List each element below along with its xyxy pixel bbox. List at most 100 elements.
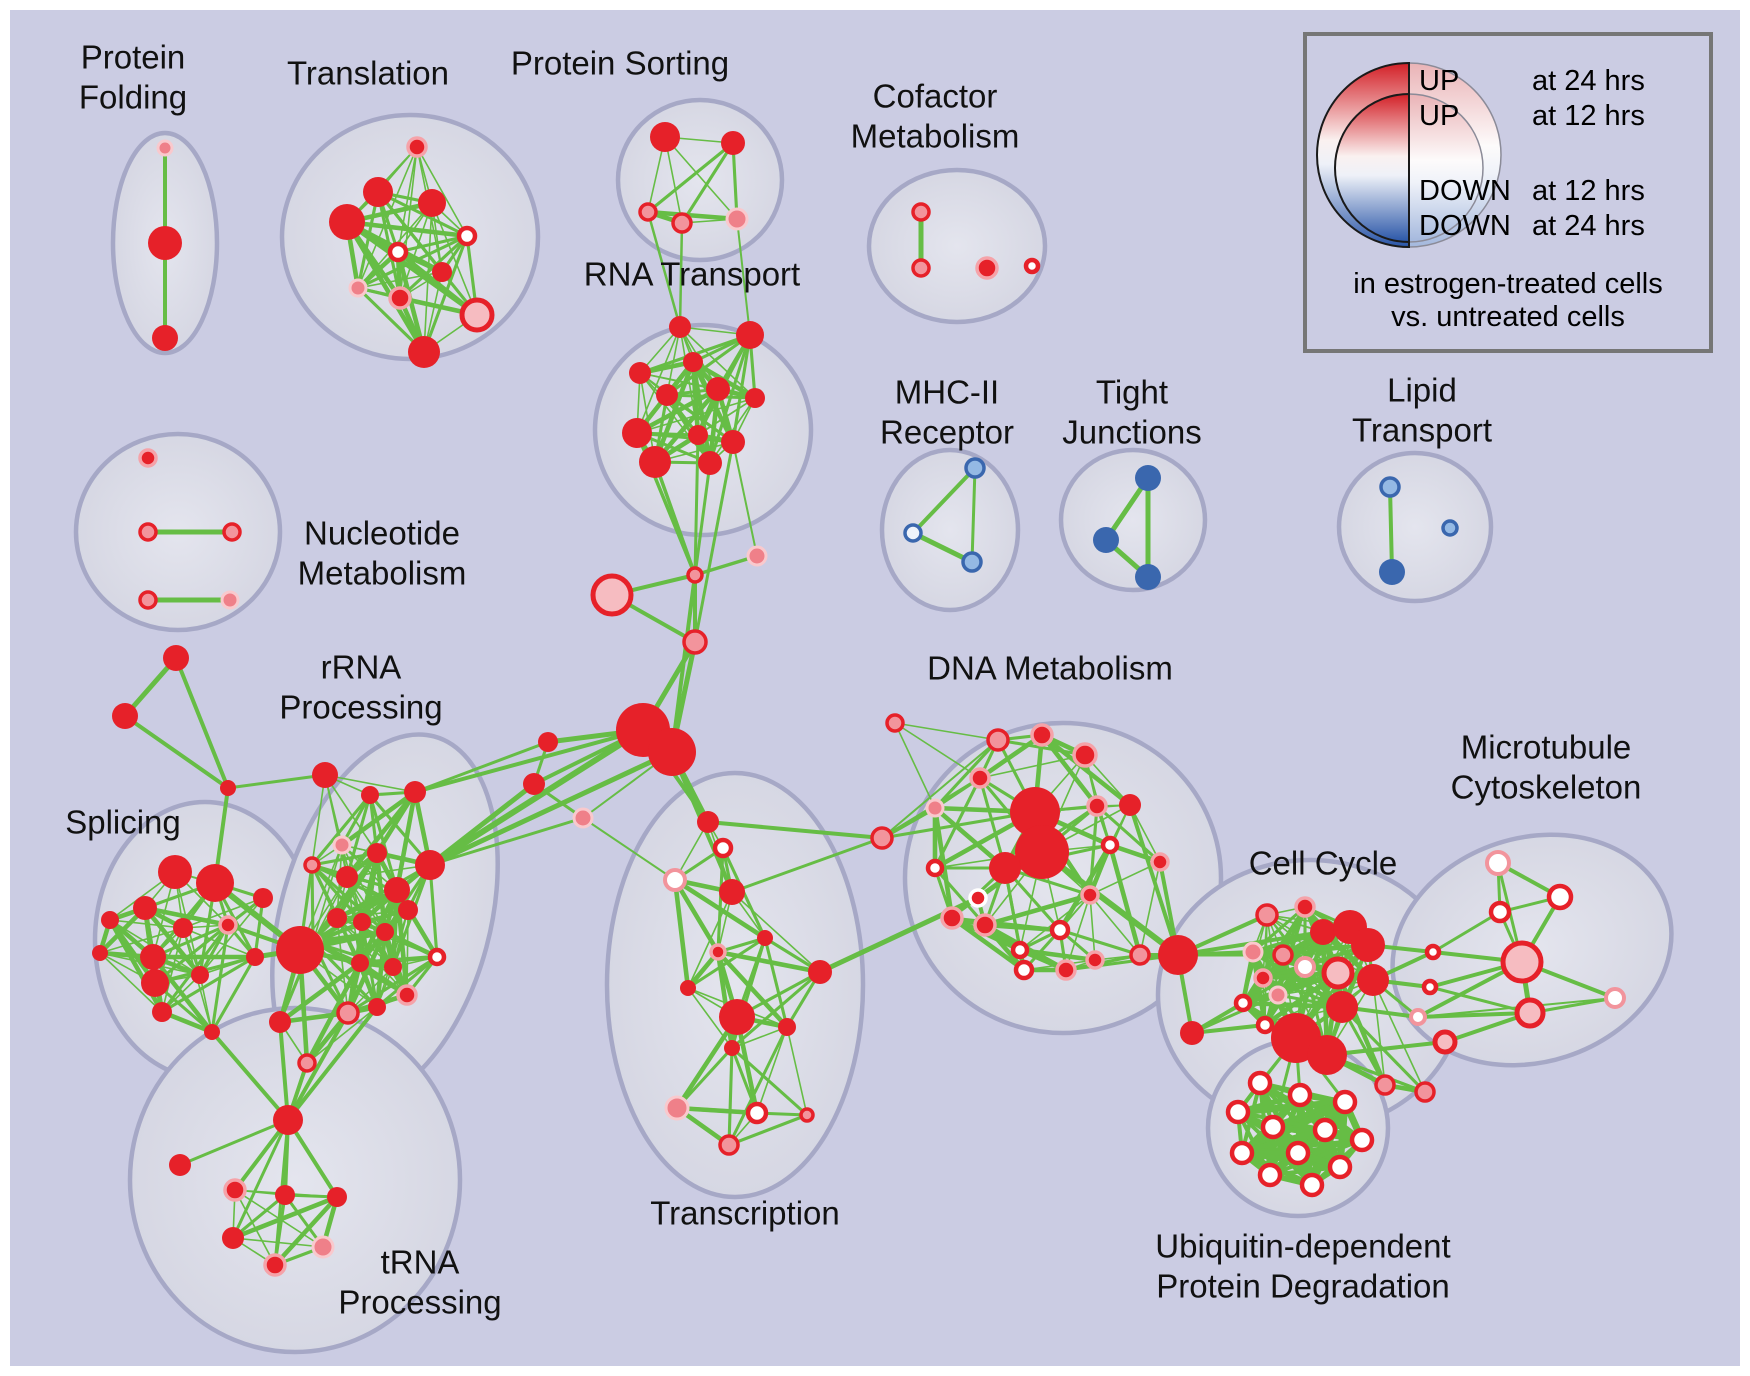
node-t1 <box>406 136 428 158</box>
edge <box>693 554 759 577</box>
cluster-label-rrna-processing-line2: Processing <box>279 689 442 726</box>
node-q9 <box>384 877 410 903</box>
node-g3 <box>220 780 236 796</box>
cluster-label-protein-sorting: Protein Sorting <box>511 45 729 82</box>
node-t9 <box>388 286 412 310</box>
edge <box>727 1113 809 1147</box>
node-h1 <box>686 566 704 584</box>
edge <box>286 1011 350 1122</box>
cluster-label-ubiquitin-degradation-line1: Ubiquitin-dependent <box>1155 1228 1450 1265</box>
node-x14 <box>799 1107 815 1123</box>
edge <box>344 789 418 880</box>
node-a7 <box>745 388 765 408</box>
node-z2 <box>1546 883 1574 911</box>
legend-inner-disc-vivid-half <box>1334 92 1410 244</box>
node-y14 <box>1326 991 1358 1023</box>
node-a1 <box>669 316 691 338</box>
edge <box>881 739 999 839</box>
node-d0 <box>885 713 905 733</box>
edge <box>346 955 439 1015</box>
node-l3 <box>1441 519 1459 537</box>
node-d7 <box>1086 795 1108 817</box>
edge <box>422 234 469 354</box>
edge <box>310 851 379 867</box>
edge <box>1251 905 1307 954</box>
edge <box>1241 965 1307 1005</box>
node-x10 <box>778 1018 796 1036</box>
edge <box>933 738 1000 810</box>
edge <box>375 955 439 1009</box>
node-s2 <box>721 131 745 155</box>
cluster-label-transcription: Transcription <box>650 1195 840 1232</box>
edge <box>675 1046 734 1110</box>
edge <box>731 891 821 973</box>
edge <box>182 897 264 929</box>
edge <box>416 146 468 237</box>
legend-up-24-dir: UP <box>1419 65 1460 97</box>
edge <box>933 866 987 927</box>
edge <box>1095 804 1162 864</box>
edge <box>645 209 740 222</box>
node-u4 <box>1225 1099 1251 1125</box>
node-g1 <box>163 645 189 671</box>
edge <box>231 1118 290 1240</box>
node-e5 <box>311 1235 335 1259</box>
node-z3 <box>1488 900 1512 924</box>
node-a10 <box>721 430 745 454</box>
edge <box>396 234 469 254</box>
edge <box>880 810 1037 840</box>
edge <box>368 793 432 867</box>
node-d4 <box>969 767 991 789</box>
node-q7 <box>336 866 358 888</box>
cluster-label-mhc-ii-receptor-line1: MHC-II <box>895 374 999 411</box>
node-x12 <box>664 1095 690 1121</box>
node-u7 <box>1349 1127 1375 1153</box>
edge <box>210 1030 290 1122</box>
edge <box>1277 979 1374 996</box>
node-t3 <box>329 204 365 240</box>
edge <box>1431 910 1502 954</box>
edge <box>277 960 363 1025</box>
node-y17 <box>1307 1035 1347 1075</box>
edge <box>99 927 184 954</box>
edge <box>652 386 721 465</box>
node-q1 <box>312 762 338 788</box>
edge <box>949 915 1027 973</box>
node-u2 <box>1287 1082 1313 1108</box>
edge <box>672 877 691 991</box>
node-q19 <box>368 998 386 1016</box>
legend-up-12-dir: UP <box>1419 100 1460 132</box>
node-x6 <box>709 943 727 961</box>
node-t8 <box>348 278 368 298</box>
node-a8 <box>622 418 652 448</box>
node-a3 <box>683 352 703 372</box>
node-p10 <box>92 945 108 961</box>
node-n1 <box>138 448 158 468</box>
edge <box>286 1005 379 1122</box>
edge <box>730 1046 809 1117</box>
nodes <box>92 122 1626 1277</box>
edge <box>427 781 537 868</box>
node-x11 <box>724 1040 740 1056</box>
node-t4 <box>418 189 446 217</box>
node-x7 <box>680 980 696 996</box>
node-h5 <box>538 732 558 752</box>
node-e4 <box>222 1227 244 1249</box>
cluster-label-nucleotide-metabolism-line2: Metabolism <box>298 555 467 592</box>
edge <box>1039 732 1100 809</box>
node-c2 <box>911 258 931 278</box>
edge <box>678 221 684 329</box>
cluster-label-splicing: Splicing <box>65 804 181 841</box>
edge <box>340 793 372 847</box>
edge <box>1262 977 1374 981</box>
node-z5 <box>1514 997 1546 1029</box>
node-q20 <box>396 984 418 1006</box>
node-x5 <box>757 930 773 946</box>
edge <box>344 219 470 239</box>
node-q15 <box>351 954 369 972</box>
cluster-label-tight-junctions-line1: Tight <box>1096 374 1168 411</box>
node-z1 <box>1485 850 1511 876</box>
node-l1 <box>1379 476 1401 498</box>
node-u3 <box>1332 1089 1358 1115</box>
cluster-label-cofactor-metabolism-line2: Metabolism <box>851 118 1020 155</box>
